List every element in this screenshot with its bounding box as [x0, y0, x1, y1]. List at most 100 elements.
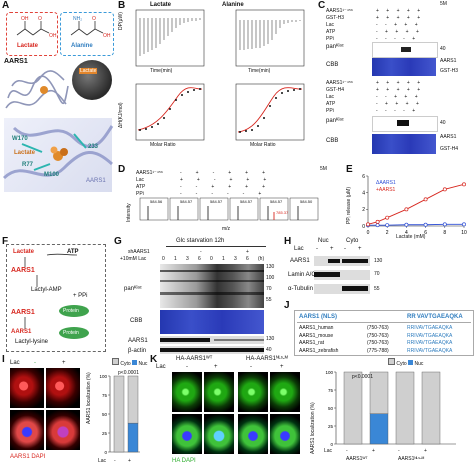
- e-xtick-label: 4: [405, 230, 408, 236]
- d-row-atp: ATP: [136, 184, 146, 190]
- chart-e-svg: 0 2 4 6 0 2 4 6 8 10: [362, 174, 467, 236]
- i-image-plus-aars1: [46, 368, 80, 408]
- panel-label-j: J: [284, 300, 290, 311]
- k-x-sign-1: -: [346, 448, 348, 454]
- pocket-lactate-tag: Lactate: [79, 68, 98, 74]
- g-lane-3a: 3: [186, 256, 189, 262]
- g-lane-0a: 0: [162, 256, 165, 262]
- e-point: [462, 182, 466, 187]
- f-lactyl-amp: Lactyl-AMP: [31, 287, 62, 293]
- i-legend: Cyto Nuc: [112, 358, 147, 367]
- g-pan-band-3: [160, 292, 264, 295]
- c-row-atp-b: ATP: [326, 101, 336, 107]
- svg-text:O: O: [92, 16, 96, 22]
- h-sign-3: -: [344, 246, 346, 252]
- e-ytick-label: 6: [362, 174, 365, 180]
- binding-site-closeup: W170 233 R77 M100 Lactate AARS1: [2, 118, 114, 192]
- j-names: AARS1_human AARS1_mouse AARS1_rat AARS1_…: [299, 325, 338, 355]
- i-minus: -: [34, 360, 36, 366]
- g-lac-label: +10mM Lac: [120, 256, 147, 262]
- k-x-sign-4: +: [424, 448, 427, 454]
- d-row-labels: AARS1¹⁻⁴⁵⁶ Lac ATP PPi: [136, 170, 163, 198]
- i-legend-text: AARS1 DAPI: [10, 454, 46, 460]
- residue-233: 233: [88, 144, 99, 150]
- g-lane-3b: 3: [234, 256, 237, 262]
- e-xtick-label: 10: [461, 230, 467, 236]
- svg-text:OH: OH: [103, 33, 111, 39]
- k-x-group-wt: AARS1ᵂᵀ: [346, 456, 368, 462]
- d-row-ppi: PPi: [136, 191, 144, 197]
- g-mw-55: 55: [266, 297, 272, 303]
- g-lane-1b: 1: [222, 256, 225, 262]
- f-aars1-mid: AARS1: [11, 309, 35, 316]
- g-aars1-blot: [160, 336, 264, 344]
- panel-label-h: H: [284, 236, 292, 247]
- h-lac: Lac: [294, 246, 304, 252]
- c-row-ppi: PPi: [326, 36, 334, 42]
- i-plus: +: [62, 360, 66, 366]
- j-header-left: AARS1 (NLS): [299, 314, 338, 320]
- aars1-structure-label: AARS1: [4, 58, 28, 65]
- k-ytick-label: 75: [328, 388, 334, 393]
- i-p-value: p<0.0001: [118, 370, 139, 376]
- panel-label-a: A: [2, 0, 10, 11]
- k-mut-minus: -: [250, 364, 252, 370]
- j-name-zebrafish: AARS1_zebrafish: [299, 347, 339, 354]
- c-mw-40a: 40: [440, 46, 446, 52]
- k-p-value: p<0.0001: [352, 374, 373, 380]
- closeup-lactate-label: Lactate: [14, 150, 36, 156]
- h-aars1-label: AARS1: [290, 258, 310, 264]
- c-signs-bottom: + + + + + + + + + + - - + + + - + + + + - - …: [376, 80, 424, 114]
- e-point: [442, 222, 447, 227]
- c-band-lactyl-h3: [401, 47, 411, 52]
- h-lamin-band: [314, 272, 340, 277]
- i-image-plus-merge: [46, 410, 80, 450]
- h-mw-130: 130: [374, 258, 383, 264]
- panel-label-c: C: [318, 0, 326, 11]
- h-signs: - + - +: [316, 246, 372, 253]
- k-mut-plus: +: [280, 364, 284, 370]
- residue-m100: M100: [44, 172, 60, 178]
- e-point: [375, 219, 380, 224]
- i-legend-nuc: Nuc: [138, 361, 148, 367]
- j-seq-zebrafish: RRIVAVTGAEAQKA: [407, 347, 453, 354]
- k-bar-nuc: [369, 413, 389, 445]
- e-series-line-1: [368, 223, 464, 226]
- j-header-rule: [297, 322, 471, 323]
- k-wt-title: HA-AARS1ᵂᵀ: [176, 356, 213, 362]
- c-row-aars1: AARS1¹⁻⁴⁵⁶: [326, 8, 353, 14]
- d-peak-4: 584.57: [240, 199, 253, 204]
- i-ytick-label: 100: [99, 374, 107, 379]
- e-y-label: PPᵢ release (μM): [346, 186, 352, 224]
- lactate-structure-box: O OH OH Lactate: [6, 12, 58, 56]
- svg-text:O: O: [38, 16, 42, 22]
- g-aars1-band: [160, 338, 210, 342]
- alanine-structure-box: O OH NH₂ Alanine: [60, 12, 114, 56]
- i-bar-cyto: [113, 375, 125, 453]
- i-bar-nuc: [127, 422, 139, 453]
- h-mw-55: 55: [374, 286, 380, 292]
- e-ytick-label: 2: [362, 207, 365, 213]
- e-x-label: Lactate (mM): [396, 234, 426, 240]
- h-lamin-label: Lamin A/C: [288, 272, 316, 278]
- h-tubulin-blot: [314, 284, 370, 294]
- lactate-structure: O OH OH: [16, 16, 57, 39]
- itc-plots: [135, 9, 305, 141]
- d-peak-5: 584.57: [270, 199, 283, 204]
- d-highlight-peak: 785.37: [276, 210, 289, 215]
- d-row-lac: Lac: [136, 177, 145, 183]
- f-protein-shape: Protein: [59, 305, 89, 317]
- g-mw-70: 70: [266, 286, 272, 292]
- f-aars1-top: AARS1: [11, 267, 35, 274]
- i-ytick-label: 50: [102, 412, 108, 417]
- c-row-ppi-b: PPi: [326, 108, 334, 114]
- f-atp: ATP: [67, 249, 79, 255]
- j-name-rat: AARS1_rat: [299, 340, 325, 346]
- c-mw-40b: 40: [440, 120, 446, 126]
- itc-lactate-points: [139, 88, 201, 131]
- itc-alanine-molar-label: Molar Ratio: [250, 142, 276, 148]
- e-point: [423, 197, 428, 202]
- h-cyto: Cyto: [346, 238, 359, 244]
- d-mass-spectra: [139, 197, 319, 221]
- panel-label-d: D: [118, 164, 126, 175]
